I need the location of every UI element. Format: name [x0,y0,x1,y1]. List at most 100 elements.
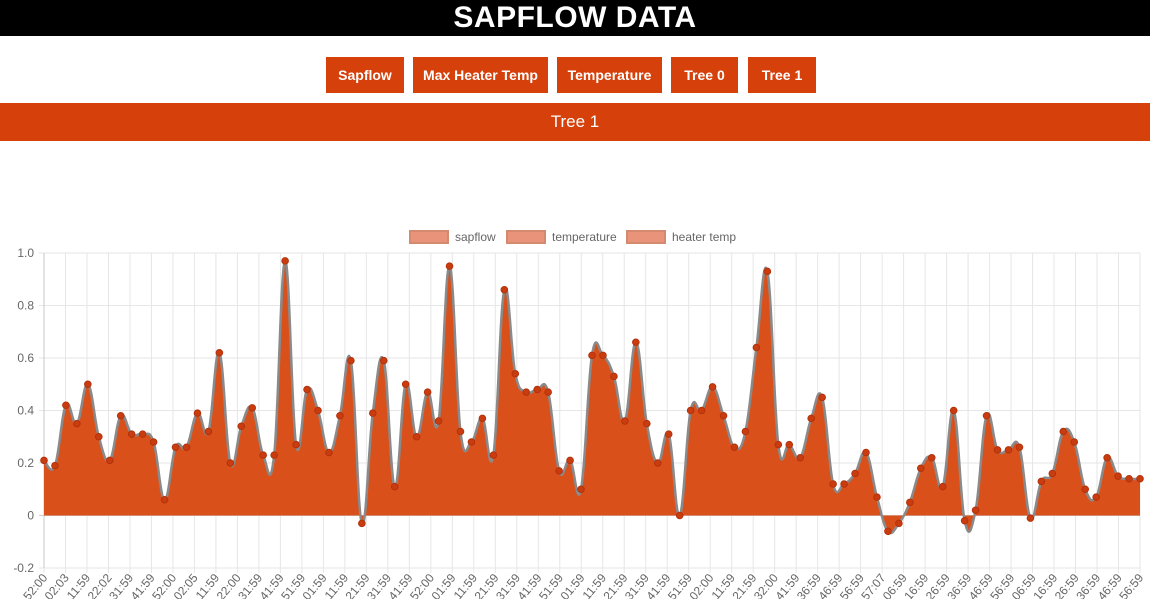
data-point [62,401,70,410]
data-point [588,351,596,360]
data-point [818,393,826,402]
data-point [149,438,158,446]
data-point [193,409,202,417]
legend-label: temperature [552,230,617,244]
data-point [697,406,706,415]
legend-label: sapflow [455,230,496,244]
data-point [500,285,509,294]
data-point [1114,472,1122,480]
data-point [423,388,432,396]
data-point [369,409,377,417]
data-point [127,430,136,438]
data-point [982,411,991,420]
data-point [390,482,399,491]
data-point [467,438,476,446]
y-tick-label: 1.0 [17,246,34,260]
data-point [1004,446,1013,454]
data-point [456,427,465,436]
data-point [281,257,289,265]
data-point [171,443,180,452]
data-point [1037,477,1046,486]
y-tick-label: 0.8 [17,299,34,313]
data-point [895,519,903,528]
page-title: SAPFLOW DATA [453,1,697,34]
x-tick-label: 56:59 [1116,571,1146,599]
temperature-button[interactable]: Temperature [557,57,662,93]
data-point [796,453,805,462]
selected-tree-banner: Tree 1 [0,103,1150,141]
data-point [577,485,585,494]
data-point [1026,514,1035,522]
data-point [522,388,531,396]
data-point [237,422,246,431]
data-point [949,406,958,415]
data-point [84,380,92,389]
y-tick-label: 0 [27,509,34,523]
data-point [927,453,936,462]
data-point [1059,427,1068,436]
data-point [752,343,761,352]
data-point [917,464,925,473]
data-point [1048,469,1057,478]
data-point [215,348,224,357]
data-point [511,369,520,378]
sapflow-chart: 1.00.80.60.40.20-0.252:0002:0311:5922:02… [13,230,1147,599]
data-point [1103,453,1111,462]
header-bar: SAPFLOW DATA [0,0,1150,36]
legend-swatch [626,230,666,244]
sapflow-button[interactable]: Sapflow [326,57,404,93]
data-point [730,443,739,452]
data-point [960,516,969,525]
data-point [763,267,772,276]
data-point [160,495,169,504]
data-point [686,406,695,415]
data-point [610,372,618,381]
nav-button-row: Sapflow Max Heater Temp Temperature Tree… [0,57,1150,93]
data-point [116,411,125,420]
data-point [95,432,103,441]
data-point [708,383,717,391]
data-point [774,440,783,449]
data-point [40,456,48,465]
y-tick-label: 0.4 [17,404,34,418]
data-point [1070,438,1079,446]
data-point [971,506,980,515]
data-point [566,456,574,465]
data-point [412,432,421,441]
data-point [226,459,235,467]
data-point [292,440,300,449]
data-point [73,419,81,428]
tree-0-button[interactable]: Tree 0 [671,57,738,93]
data-point [434,417,443,425]
data-point [248,404,257,412]
y-tick-label: 0.6 [17,351,34,365]
data-point [719,411,728,420]
data-point [204,427,213,436]
data-point [51,461,59,470]
data-point [105,456,114,465]
data-point [851,469,859,478]
data-point [533,385,542,394]
data-point [555,467,563,475]
data-point [1015,443,1024,452]
data-point [478,414,487,423]
data-point [621,417,629,425]
sapflow-line [43,259,1141,535]
data-point [675,511,684,520]
legend-swatch [409,230,449,244]
data-point [445,262,454,270]
data-point [829,480,837,488]
data-point [544,388,552,396]
data-point [807,414,816,423]
tree-1-button[interactable]: Tree 1 [748,57,816,93]
data-point [873,493,881,501]
data-point [1125,474,1133,483]
data-point [489,451,498,459]
max-heater-temp-button[interactable]: Max Heater Temp [413,57,548,93]
data-point [259,451,268,459]
y-tick-label: 0.2 [17,456,34,470]
legend-label: heater temp [672,230,736,244]
data-point [1136,474,1144,483]
data-point [182,443,191,452]
sapflow-area [44,260,1140,534]
